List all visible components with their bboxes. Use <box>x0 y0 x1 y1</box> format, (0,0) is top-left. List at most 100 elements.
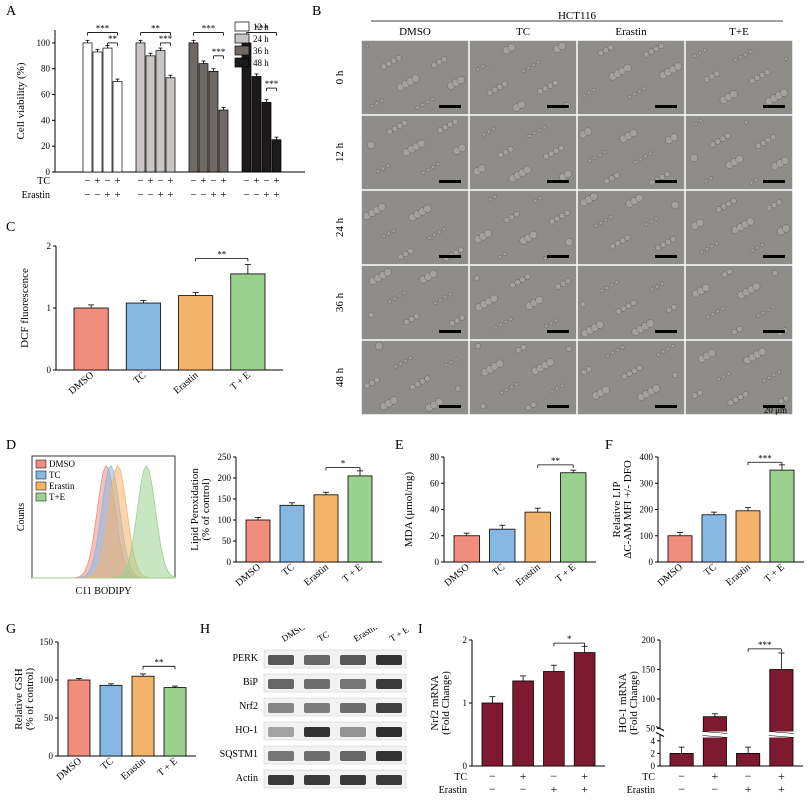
svg-text:TC: TC <box>280 562 297 579</box>
bar <box>736 511 760 562</box>
bar <box>525 512 551 562</box>
svg-text:40: 40 <box>41 115 51 125</box>
micrograph-cell <box>362 116 469 190</box>
svg-text:Erastin: Erastin <box>724 562 753 589</box>
svg-text:+: + <box>520 769 527 783</box>
svg-text:DMSO: DMSO <box>280 628 308 644</box>
svg-text:**: ** <box>151 24 161 34</box>
svg-text:2: 2 <box>651 748 656 758</box>
svg-text:**: ** <box>108 34 118 44</box>
svg-text:−: − <box>253 189 259 201</box>
svg-text:250: 250 <box>218 452 232 462</box>
svg-text:−: − <box>210 175 216 187</box>
svg-text:0: 0 <box>47 365 52 375</box>
svg-text:−: − <box>489 769 496 783</box>
svg-text:***: *** <box>265 79 279 89</box>
svg-text:Nrf2 mRNA(Fold Change): Nrf2 mRNA(Fold Change) <box>429 671 452 735</box>
svg-text:−: − <box>190 189 196 201</box>
bar <box>280 505 304 562</box>
svg-text:+: + <box>114 175 120 187</box>
panel-I-bar1: 012Nrf2 mRNA(Fold Change)*TC−+−+Erastin−… <box>424 628 609 808</box>
svg-text:100: 100 <box>640 531 654 541</box>
svg-text:Erastin: Erastin <box>514 562 543 589</box>
svg-text:DMSO: DMSO <box>656 562 685 589</box>
svg-text:***: *** <box>758 453 772 463</box>
svg-text:C11 BODIPY: C11 BODIPY <box>75 586 131 597</box>
svg-text:+: + <box>581 782 588 796</box>
bar <box>454 536 480 562</box>
svg-text:+: + <box>94 175 100 187</box>
svg-text:Counts: Counts <box>16 503 27 531</box>
svg-text:50: 50 <box>44 713 54 723</box>
panel-H-wb: DMSOTCErastinT + EPERKBiPNrf2HO-1SQSTM1A… <box>206 628 416 808</box>
svg-text:DMSO: DMSO <box>67 370 96 397</box>
wb-band <box>268 703 294 713</box>
bar <box>132 676 154 756</box>
svg-text:1: 1 <box>463 698 468 708</box>
svg-text:−: − <box>137 175 143 187</box>
micrograph-cell <box>578 116 685 190</box>
svg-text:60: 60 <box>41 90 51 100</box>
figure-root: A B C D E F G H I 020406080100Cell viabi… <box>0 0 808 810</box>
wb-band <box>376 751 402 761</box>
wb-band <box>340 751 366 761</box>
svg-text:HO-1: HO-1 <box>235 725 258 736</box>
bar <box>93 52 102 172</box>
bar <box>668 536 692 562</box>
svg-text:0: 0 <box>651 761 656 771</box>
svg-text:T + E: T + E <box>340 562 364 585</box>
bar <box>74 308 108 370</box>
svg-text:***: *** <box>159 34 173 44</box>
svg-text:24 h: 24 h <box>334 217 346 237</box>
bar <box>136 43 145 172</box>
bar <box>544 672 565 767</box>
panel-D-flow: CountsC11 BODIPYDMSOTCErastinT+E <box>14 450 179 600</box>
svg-text:+: + <box>220 189 226 201</box>
svg-text:150: 150 <box>218 494 232 504</box>
bar <box>100 685 122 756</box>
svg-text:+: + <box>104 189 110 201</box>
bar <box>314 495 338 562</box>
svg-text:DCF fluorescence: DCF fluorescence <box>19 268 31 348</box>
wb-band <box>304 679 330 689</box>
svg-text:**: ** <box>551 456 561 466</box>
svg-text:1: 1 <box>47 303 52 313</box>
svg-text:0: 0 <box>463 761 468 771</box>
svg-text:100: 100 <box>218 515 232 525</box>
svg-text:Erastin: Erastin <box>119 756 148 783</box>
micrograph-cell <box>578 341 685 415</box>
wb-band <box>340 775 366 785</box>
bar <box>146 56 155 172</box>
svg-text:100: 100 <box>642 694 656 704</box>
svg-text:40: 40 <box>430 505 440 515</box>
svg-text:+: + <box>263 189 269 201</box>
svg-text:0 h: 0 h <box>334 70 346 84</box>
svg-text:−: − <box>84 189 90 201</box>
bar <box>272 140 281 172</box>
panel-A-bar: 020406080100Cell viability (%)**********… <box>10 12 310 217</box>
svg-text:−: − <box>550 769 557 783</box>
svg-text:DMSO: DMSO <box>399 26 431 38</box>
svg-text:+: + <box>711 769 718 783</box>
bar <box>482 703 503 766</box>
bar <box>770 470 794 562</box>
svg-text:***: *** <box>758 640 772 650</box>
svg-text:+: + <box>550 782 557 796</box>
svg-text:48 h: 48 h <box>334 367 346 387</box>
bar <box>68 680 90 756</box>
bar <box>670 753 693 766</box>
bar <box>189 43 198 172</box>
svg-text:20: 20 <box>41 141 51 151</box>
bar <box>513 681 534 766</box>
wb-band <box>304 751 330 761</box>
wb-band <box>268 679 294 689</box>
svg-text:+: + <box>167 175 173 187</box>
svg-text:TC: TC <box>490 562 507 579</box>
svg-text:20 μm: 20 μm <box>764 405 787 415</box>
svg-text:36 h: 36 h <box>253 46 269 56</box>
svg-text:+: + <box>273 175 279 187</box>
micrograph-cell <box>578 41 685 115</box>
svg-text:−: − <box>243 175 249 187</box>
svg-text:−: − <box>678 769 685 783</box>
svg-text:***: *** <box>96 24 110 34</box>
